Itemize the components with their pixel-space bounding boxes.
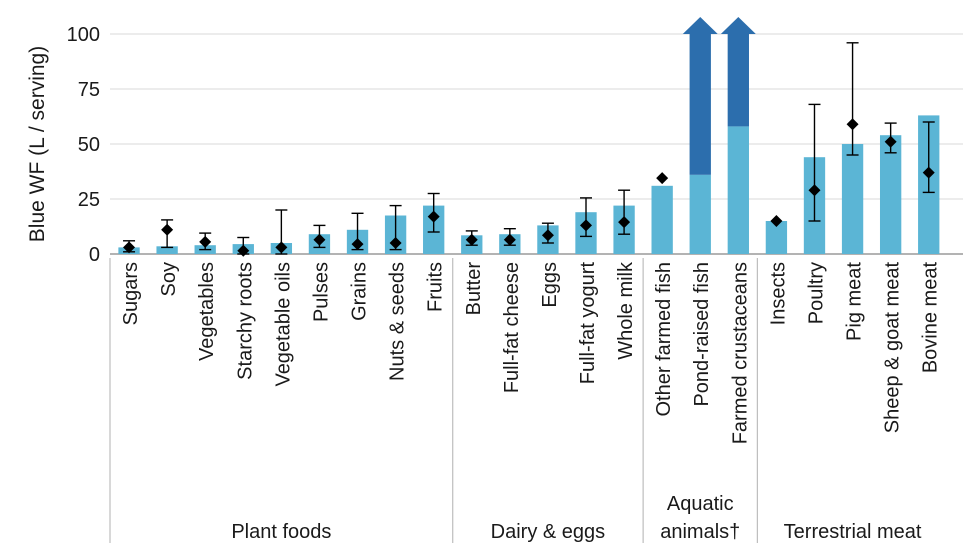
y-tick-label: 75 xyxy=(78,79,100,101)
x-tick-label: Whole milk xyxy=(615,261,637,360)
x-tick-label: Pig meat xyxy=(844,262,866,341)
x-tick-label: Full-fat yogurt xyxy=(577,262,599,385)
x-tick-label: Eggs xyxy=(539,262,561,308)
group-label: Aquatic xyxy=(667,493,734,515)
x-tick-label: Sugars xyxy=(120,262,142,325)
x-tick-label: Farmed crustaceans xyxy=(729,262,751,444)
y-tick-label: 0 xyxy=(89,244,100,266)
diamond-marker xyxy=(503,233,516,246)
overflow-bar-segment xyxy=(727,34,749,127)
diamond-marker xyxy=(846,118,859,131)
x-tick-label: Full-fat cheese xyxy=(501,262,523,393)
x-tick-label: Soy xyxy=(158,262,180,296)
y-tick-label: 100 xyxy=(67,24,100,46)
diamond-marker xyxy=(313,233,326,246)
overflow-arrow xyxy=(682,17,718,34)
y-axis-title: Blue WF (L / serving) xyxy=(26,46,49,242)
x-tick-label: Vegetable oils xyxy=(272,262,294,387)
bar xyxy=(841,144,864,254)
diamond-marker xyxy=(618,216,631,229)
diamond-marker xyxy=(427,210,440,223)
x-tick-label: Nuts & seeds xyxy=(387,262,409,381)
x-tick-label: Butter xyxy=(463,262,485,316)
diamond-marker xyxy=(389,237,402,249)
bar xyxy=(765,221,788,254)
bar xyxy=(156,246,178,254)
bar xyxy=(727,126,749,254)
diamond-marker xyxy=(237,244,250,257)
diamond-marker xyxy=(580,219,593,232)
y-tick-label: 25 xyxy=(78,189,100,211)
x-tick-label: Vegetables xyxy=(196,262,218,361)
x-tick-label: Grains xyxy=(349,262,371,321)
diamond-marker xyxy=(275,241,288,254)
diamond-marker xyxy=(808,184,821,197)
overflow-bar-segment xyxy=(689,34,711,175)
x-tick-label: Starchy roots xyxy=(234,262,256,380)
diamond-marker xyxy=(922,166,935,179)
x-tick-label: Poultry xyxy=(805,262,827,324)
overflow-arrow xyxy=(720,17,756,34)
diamond-marker xyxy=(465,233,478,246)
diamond-marker xyxy=(884,135,897,148)
x-tick-label: Pond-raised fish xyxy=(691,262,713,407)
diamond-marker xyxy=(351,238,364,251)
diamond-marker xyxy=(123,241,136,254)
diamond-marker xyxy=(656,172,669,185)
bar xyxy=(879,135,902,254)
x-tick-label: Pulses xyxy=(310,262,332,322)
group-label: Plant foods xyxy=(231,521,331,543)
x-tick-label: Other farmed fish xyxy=(653,262,675,417)
x-tick-label: Insects xyxy=(767,262,789,325)
bar xyxy=(689,174,711,254)
bar xyxy=(651,185,673,254)
group-label: Terrestrial meat xyxy=(784,521,922,543)
diamond-marker xyxy=(161,223,174,236)
x-tick-label: Bovine meat xyxy=(920,262,942,374)
group-label: animals† xyxy=(660,521,740,543)
y-tick-label: 50 xyxy=(78,134,100,156)
diamond-marker xyxy=(541,229,554,242)
x-tick-label: Sheep & goat meat xyxy=(882,262,904,434)
group-label: Dairy & eggs xyxy=(491,521,606,543)
x-tick-label: Fruits xyxy=(425,262,447,312)
diamond-marker xyxy=(199,235,212,248)
diamond-marker xyxy=(770,215,783,227)
